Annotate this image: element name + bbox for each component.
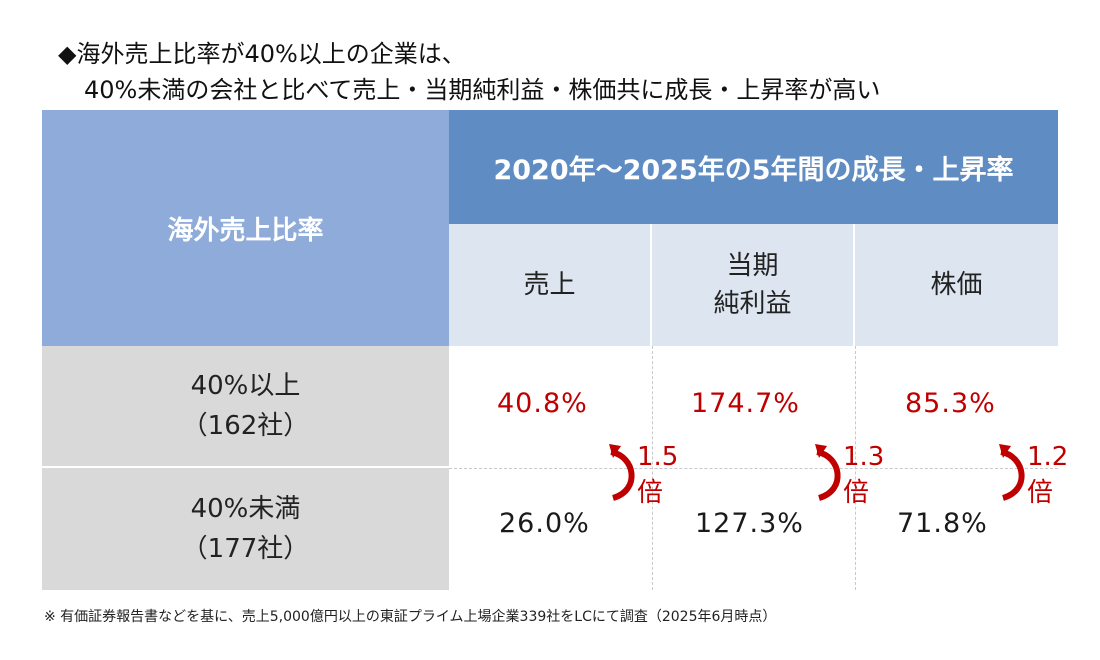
overseas-sales-ratio-header: 海外売上比率 (42, 110, 449, 346)
value-sales-40-plus: 40.8% (497, 388, 588, 419)
row-label-under-40: 40%未満 （177社） (42, 468, 449, 590)
column-header-net-income-line-1: 当期 (726, 251, 779, 281)
value-stock-price-under-40: 71.8% (897, 508, 988, 539)
multiplier-unit: 倍 (1027, 478, 1054, 508)
headline-line-1: ◆海外売上比率が40%以上の企業は、 (58, 40, 466, 68)
column-header-sales: 売上 (449, 224, 652, 346)
column-header-net-income-line-2: 純利益 (713, 289, 792, 319)
column-header-sales-label: 売上 (523, 270, 576, 300)
row-label-under-40-line-1: 40%未満 (190, 494, 301, 524)
value-stock-price-40-plus: 85.3% (905, 388, 996, 419)
curved-arrow-icon (999, 444, 1025, 501)
multiplier-unit: 倍 (843, 478, 870, 508)
multiplier-unit: 倍 (637, 478, 664, 508)
headline: ◆海外売上比率が40%以上の企業は、 40%未満の会社と比べて売上・当期純利益・… (58, 36, 880, 108)
column-header-stock-price-label: 株価 (930, 270, 983, 300)
curved-arrow-icon (609, 444, 635, 501)
curved-arrow-icon (815, 444, 841, 501)
multiplier-value: 1.3 (843, 442, 885, 472)
value-net-income-under-40: 127.3% (695, 508, 804, 539)
multiplier-value: 1.5 (637, 442, 679, 472)
value-sales-under-40: 26.0% (499, 508, 590, 539)
column-header-net-income: 当期 純利益 (652, 224, 855, 346)
footnote: ※ 有価証券報告書などを基に、売上5,000億円以上の東証プライム上場企業339… (44, 609, 777, 625)
row-label-under-40-line-2: （177社） (181, 534, 310, 564)
data-area: 40.8% 174.7% 85.3% 26.0% 127.3% 71.8% 1.… (449, 346, 1068, 590)
column-header-stock-price: 株価 (855, 224, 1058, 346)
row-divider (449, 468, 1058, 469)
headline-line-2: 40%未満の会社と比べて売上・当期純利益・株価共に成長・上昇率が高い (84, 76, 881, 104)
row-label-40-plus: 40%以上 （162社） (42, 346, 449, 468)
row-label-40-plus-line-2: （162社） (181, 411, 310, 441)
multiplier-value: 1.2 (1027, 442, 1069, 472)
growth-comparison-table: 海外売上比率 2020年～2025年の5年間の成長・上昇率 売上 当期 純利益 … (42, 110, 1068, 590)
period-growth-header: 2020年～2025年の5年間の成長・上昇率 (449, 110, 1058, 224)
row-label-40-plus-line-1: 40%以上 (190, 371, 301, 401)
value-net-income-40-plus: 174.7% (691, 388, 800, 419)
